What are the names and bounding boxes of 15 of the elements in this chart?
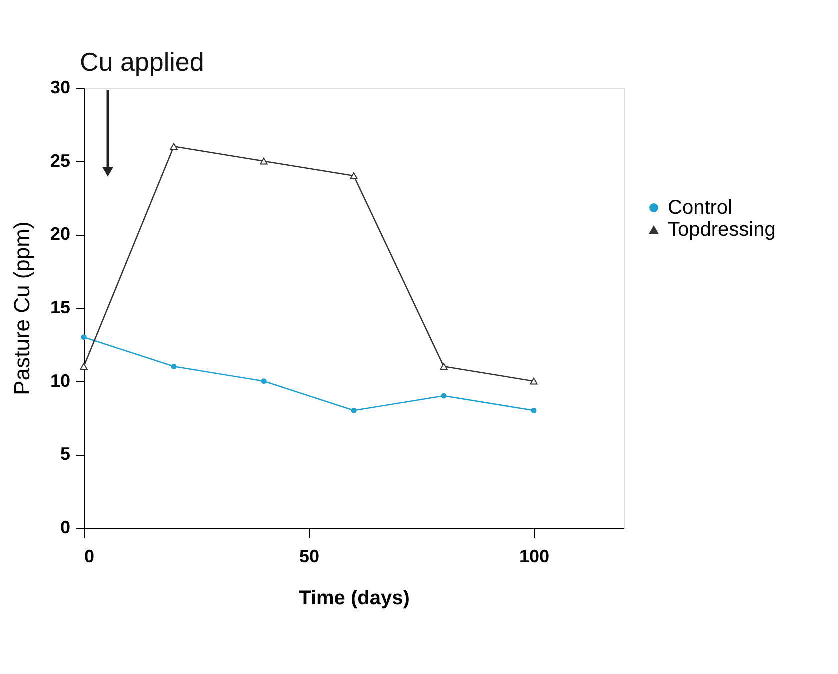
- x-tick-label: 0: [84, 546, 95, 566]
- x-tick-label: 100: [519, 546, 550, 566]
- y-tick-label: 30: [50, 78, 70, 98]
- y-axis-title: Pasture Cu (ppm): [9, 222, 34, 396]
- legend-label: Control: [668, 197, 732, 219]
- y-tick-label: 5: [60, 444, 70, 464]
- y-tick-label: 0: [60, 518, 70, 538]
- y-tick-label: 10: [50, 370, 70, 391]
- x-tick-label: 50: [299, 546, 320, 566]
- y-tick-label: 25: [50, 150, 70, 171]
- y-tick-label: 15: [50, 298, 70, 318]
- x-axis-title: Time (days): [299, 588, 410, 610]
- y-tick-label: 20: [50, 224, 70, 244]
- legend-label: Topdressing: [668, 219, 776, 241]
- text: Cu applied: [80, 47, 204, 77]
